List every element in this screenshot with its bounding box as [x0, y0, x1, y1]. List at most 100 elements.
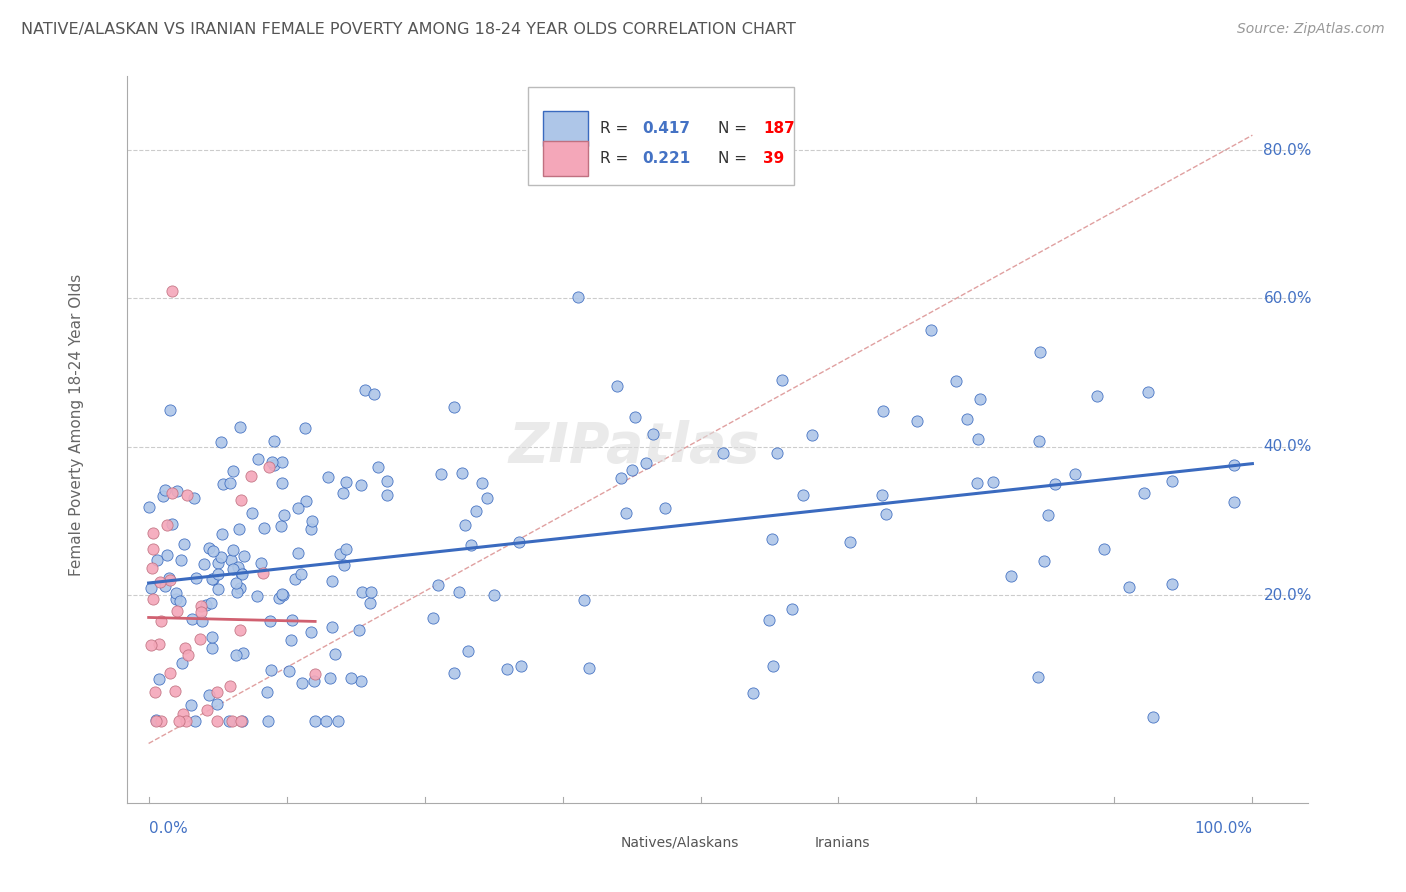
- Point: [350, 478, 373, 492]
- Point: [482, 588, 505, 602]
- Point: [153, 579, 176, 593]
- Point: [231, 567, 253, 582]
- Point: [290, 567, 312, 582]
- Point: [375, 475, 398, 489]
- Point: [969, 392, 991, 406]
- Point: [621, 463, 644, 477]
- Point: [332, 486, 354, 500]
- Point: [159, 665, 181, 680]
- Point: [207, 556, 229, 570]
- Point: [166, 484, 188, 499]
- Point: [496, 662, 519, 676]
- Point: [454, 518, 477, 533]
- Point: [966, 476, 988, 491]
- Point: [1085, 389, 1108, 403]
- Point: [141, 526, 163, 541]
- Point: [246, 452, 269, 467]
- Point: [229, 714, 252, 729]
- Point: [270, 476, 292, 491]
- Point: [205, 714, 228, 729]
- Point: [207, 567, 229, 582]
- Point: [1029, 344, 1052, 359]
- Point: [359, 596, 381, 610]
- Point: [1136, 385, 1159, 400]
- Point: [321, 620, 343, 634]
- Point: [294, 493, 316, 508]
- Point: [159, 573, 181, 587]
- Text: NATIVE/ALASKAN VS IRANIAN FEMALE POVERTY AMONG 18-24 YEAR OLDS CORRELATION CHART: NATIVE/ALASKAN VS IRANIAN FEMALE POVERTY…: [21, 22, 796, 37]
- Point: [460, 538, 482, 552]
- Point: [166, 604, 188, 618]
- Point: [173, 537, 195, 551]
- Point: [323, 647, 346, 661]
- Point: [280, 613, 302, 627]
- Point: [792, 488, 814, 502]
- Point: [202, 572, 225, 586]
- Point: [360, 585, 382, 599]
- Point: [256, 714, 278, 729]
- Text: Natives/Alaskans: Natives/Alaskans: [620, 836, 738, 850]
- FancyBboxPatch shape: [544, 141, 588, 176]
- Point: [319, 671, 342, 685]
- Point: [163, 684, 186, 698]
- Point: [353, 383, 375, 397]
- Text: 0.221: 0.221: [643, 151, 690, 166]
- FancyBboxPatch shape: [758, 824, 803, 852]
- Point: [457, 643, 479, 657]
- Point: [956, 412, 979, 426]
- Point: [1000, 569, 1022, 583]
- Point: [169, 552, 191, 566]
- Point: [250, 556, 273, 570]
- Point: [156, 518, 179, 533]
- Point: [160, 517, 183, 532]
- Point: [174, 714, 197, 729]
- Point: [222, 562, 245, 576]
- Point: [260, 455, 283, 469]
- Point: [271, 586, 294, 600]
- Point: [335, 542, 357, 557]
- Point: [221, 714, 243, 729]
- Point: [606, 378, 628, 392]
- Point: [170, 657, 193, 671]
- Point: [430, 467, 453, 481]
- Point: [193, 558, 215, 572]
- Point: [742, 685, 765, 699]
- Point: [1161, 576, 1184, 591]
- Point: [226, 559, 249, 574]
- Point: [1045, 477, 1067, 491]
- Point: [765, 446, 787, 460]
- Point: [165, 586, 187, 600]
- Point: [451, 467, 474, 481]
- Point: [159, 402, 181, 417]
- Point: [1033, 554, 1056, 568]
- Point: [156, 548, 179, 562]
- Point: [184, 714, 207, 729]
- Point: [229, 566, 252, 580]
- Point: [329, 547, 352, 561]
- Point: [165, 591, 187, 606]
- Point: [294, 421, 316, 435]
- Point: [800, 428, 823, 442]
- Point: [1026, 670, 1049, 684]
- Point: [508, 535, 530, 549]
- Point: [304, 714, 326, 729]
- Point: [839, 535, 862, 549]
- Point: [315, 714, 337, 729]
- Point: [1118, 580, 1140, 594]
- Point: [284, 572, 307, 586]
- Text: R =: R =: [600, 151, 633, 166]
- Point: [246, 589, 269, 603]
- Point: [287, 546, 309, 560]
- Point: [148, 637, 170, 651]
- Point: [872, 404, 894, 418]
- Point: [1064, 467, 1087, 481]
- Point: [205, 697, 228, 711]
- Point: [301, 514, 323, 528]
- Text: Iranians: Iranians: [815, 836, 870, 850]
- Point: [221, 464, 243, 478]
- Text: 39: 39: [763, 151, 785, 166]
- Point: [475, 491, 498, 506]
- Point: [233, 549, 256, 563]
- Text: N =: N =: [718, 121, 752, 136]
- Point: [465, 504, 488, 518]
